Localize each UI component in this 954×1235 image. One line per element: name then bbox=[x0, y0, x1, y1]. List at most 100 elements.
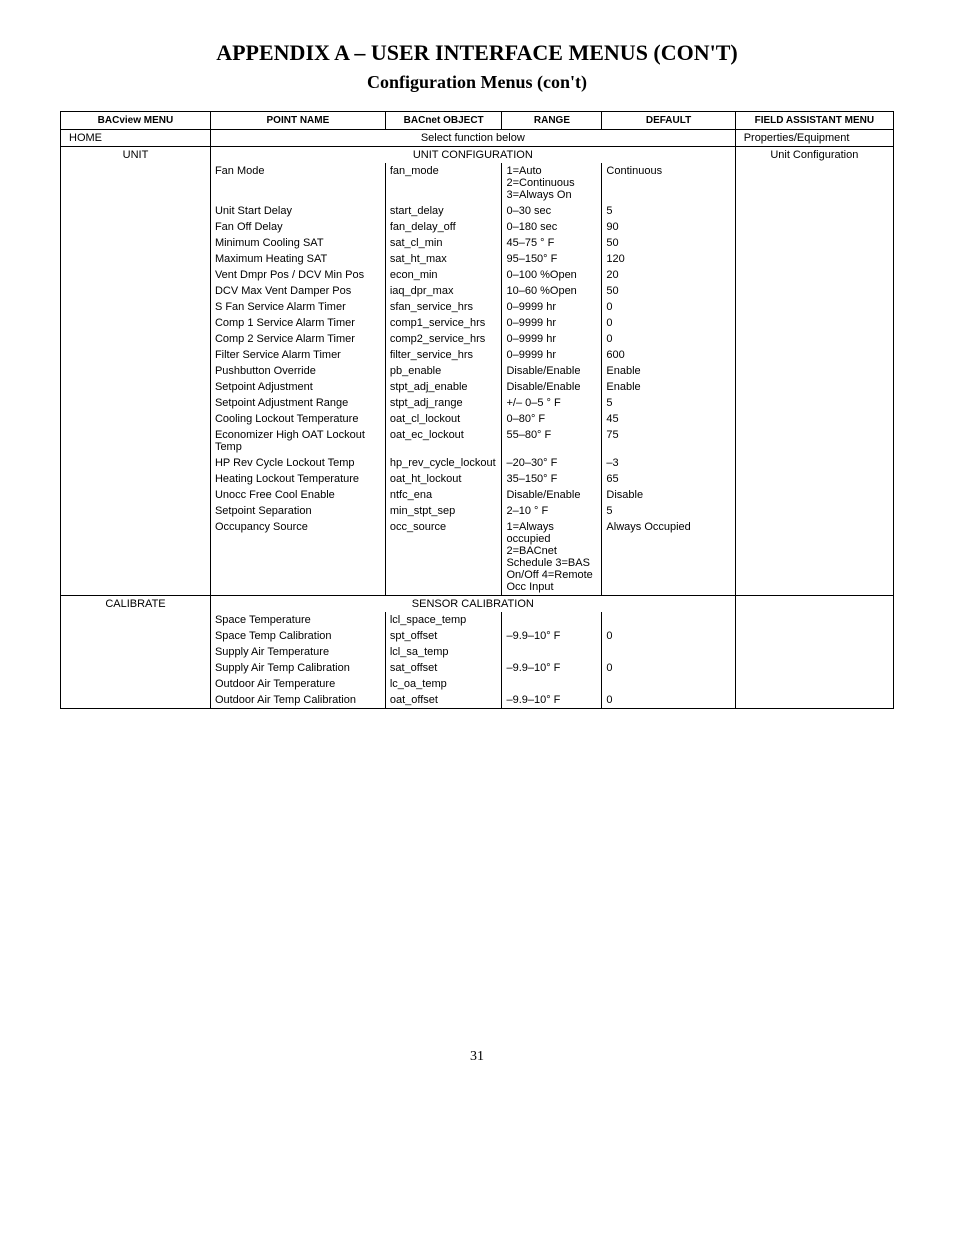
fa-empty bbox=[735, 235, 893, 251]
default: 5 bbox=[602, 203, 735, 219]
fa-empty bbox=[735, 163, 893, 203]
default: Enable bbox=[602, 379, 735, 395]
bacnet-object: stpt_adj_range bbox=[385, 395, 502, 411]
bacnet-object: occ_source bbox=[385, 519, 502, 596]
range: 1=Auto 2=Continuous 3=Always On bbox=[502, 163, 602, 203]
bacnet-object: econ_min bbox=[385, 267, 502, 283]
header-pointname: POINT NAME bbox=[210, 112, 385, 130]
bacnet-object: iaq_dpr_max bbox=[385, 283, 502, 299]
default bbox=[602, 612, 735, 628]
table-row: DCV Max Vent Damper Posiaq_dpr_max10–60 … bbox=[61, 283, 894, 299]
default: 120 bbox=[602, 251, 735, 267]
bacnet-object: lcl_space_temp bbox=[385, 612, 502, 628]
menu-empty bbox=[61, 219, 211, 235]
point-name: Economizer High OAT Lockout Temp bbox=[210, 427, 385, 455]
calibrate-center: SENSOR CALIBRATION bbox=[210, 596, 735, 613]
range: 10–60 %Open bbox=[502, 283, 602, 299]
default: 75 bbox=[602, 427, 735, 455]
range: Disable/Enable bbox=[502, 379, 602, 395]
menu-empty bbox=[61, 203, 211, 219]
range bbox=[502, 676, 602, 692]
fa-empty bbox=[735, 363, 893, 379]
table-row: Minimum Cooling SATsat_cl_min45–75 ° F50 bbox=[61, 235, 894, 251]
menu-empty bbox=[61, 644, 211, 660]
bacnet-object: oat_cl_lockout bbox=[385, 411, 502, 427]
default: 65 bbox=[602, 471, 735, 487]
bacnet-object: spt_offset bbox=[385, 628, 502, 644]
point-name: Comp 2 Service Alarm Timer bbox=[210, 331, 385, 347]
table-row: Cooling Lockout Temperatureoat_cl_lockou… bbox=[61, 411, 894, 427]
default: 0 bbox=[602, 628, 735, 644]
bacnet-object: lc_oa_temp bbox=[385, 676, 502, 692]
point-name: Occupancy Source bbox=[210, 519, 385, 596]
table-row: Heating Lockout Temperatureoat_ht_lockou… bbox=[61, 471, 894, 487]
bacnet-object: hp_rev_cycle_lockout bbox=[385, 455, 502, 471]
range: 2–10 ° F bbox=[502, 503, 602, 519]
bacnet-object: lcl_sa_temp bbox=[385, 644, 502, 660]
range: 95–150° F bbox=[502, 251, 602, 267]
fa-empty bbox=[735, 267, 893, 283]
header-default: DEFAULT bbox=[602, 112, 735, 130]
range: 45–75 ° F bbox=[502, 235, 602, 251]
menu-empty bbox=[61, 363, 211, 379]
table-row: Setpoint Adjustmentstpt_adj_enableDisabl… bbox=[61, 379, 894, 395]
menu-empty bbox=[61, 251, 211, 267]
bacnet-object: filter_service_hrs bbox=[385, 347, 502, 363]
range: –20–30° F bbox=[502, 455, 602, 471]
fa-empty bbox=[735, 487, 893, 503]
header-bacview: BACview MENU bbox=[61, 112, 211, 130]
fa-empty bbox=[735, 660, 893, 676]
table-row: Economizer High OAT Lockout Tempoat_ec_l… bbox=[61, 427, 894, 455]
point-name: Supply Air Temperature bbox=[210, 644, 385, 660]
point-name: Fan Mode bbox=[210, 163, 385, 203]
fa-empty bbox=[735, 471, 893, 487]
fa-empty bbox=[735, 503, 893, 519]
point-name: Minimum Cooling SAT bbox=[210, 235, 385, 251]
bacnet-object: sat_cl_min bbox=[385, 235, 502, 251]
range: +/– 0–5 ° F bbox=[502, 395, 602, 411]
fa-empty bbox=[735, 347, 893, 363]
menu-empty bbox=[61, 427, 211, 455]
home-fa: Properties/Equipment bbox=[735, 130, 893, 147]
page-subtitle: Configuration Menus (con't) bbox=[60, 72, 894, 93]
point-name: Space Temperature bbox=[210, 612, 385, 628]
fa-empty bbox=[735, 676, 893, 692]
table-row: Filter Service Alarm Timerfilter_service… bbox=[61, 347, 894, 363]
default: Always Occupied bbox=[602, 519, 735, 596]
fa-empty bbox=[735, 299, 893, 315]
fa-empty bbox=[735, 203, 893, 219]
menu-empty bbox=[61, 267, 211, 283]
range: Disable/Enable bbox=[502, 487, 602, 503]
header-bacnet: BACnet OBJECT bbox=[385, 112, 502, 130]
calibrate-section-row: CALIBRATESENSOR CALIBRATION bbox=[61, 596, 894, 613]
table-row: Setpoint Adjustment Rangestpt_adj_range+… bbox=[61, 395, 894, 411]
default: 0 bbox=[602, 299, 735, 315]
page-number: 31 bbox=[60, 1049, 894, 1065]
default bbox=[602, 644, 735, 660]
default: 600 bbox=[602, 347, 735, 363]
point-name: Vent Dmpr Pos / DCV Min Pos bbox=[210, 267, 385, 283]
bacnet-object: oat_ec_lockout bbox=[385, 427, 502, 455]
point-name: S Fan Service Alarm Timer bbox=[210, 299, 385, 315]
default: 0 bbox=[602, 315, 735, 331]
bacnet-object: stpt_adj_enable bbox=[385, 379, 502, 395]
range: 55–80° F bbox=[502, 427, 602, 455]
unit-fa: Unit Configuration bbox=[735, 147, 893, 164]
fa-empty bbox=[735, 427, 893, 455]
bacnet-object: oat_ht_lockout bbox=[385, 471, 502, 487]
point-name: Heating Lockout Temperature bbox=[210, 471, 385, 487]
bacnet-object: sfan_service_hrs bbox=[385, 299, 502, 315]
table-row: Vent Dmpr Pos / DCV Min Posecon_min0–100… bbox=[61, 267, 894, 283]
point-name: DCV Max Vent Damper Pos bbox=[210, 283, 385, 299]
menu-empty bbox=[61, 299, 211, 315]
range bbox=[502, 644, 602, 660]
menu-empty bbox=[61, 471, 211, 487]
config-table: BACview MENU POINT NAME BACnet OBJECT RA… bbox=[60, 111, 894, 709]
table-header-row: BACview MENU POINT NAME BACnet OBJECT RA… bbox=[61, 112, 894, 130]
bacnet-object: ntfc_ena bbox=[385, 487, 502, 503]
fa-empty bbox=[735, 283, 893, 299]
menu-empty bbox=[61, 612, 211, 628]
table-row: S Fan Service Alarm Timersfan_service_hr… bbox=[61, 299, 894, 315]
bacnet-object: start_delay bbox=[385, 203, 502, 219]
table-row: Fan Off Delayfan_delay_off0–180 sec90 bbox=[61, 219, 894, 235]
